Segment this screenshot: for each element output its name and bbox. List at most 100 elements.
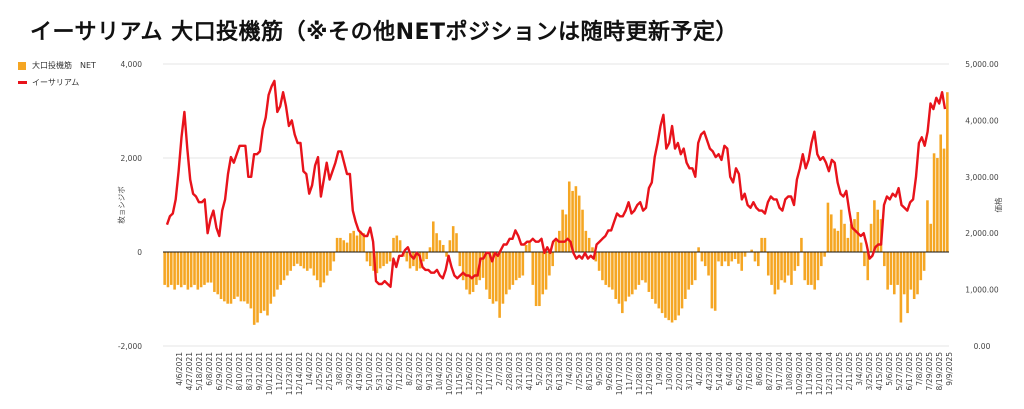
net-bar <box>839 209 843 252</box>
x-tick-label: 10/4/2022 <box>435 352 444 391</box>
net-bar <box>803 252 807 281</box>
net-bar <box>786 252 790 276</box>
x-tick-label: 12/27/2022 <box>475 352 484 395</box>
x-tick-label: 10/12/2021 <box>265 352 274 395</box>
net-bar <box>621 252 624 314</box>
x-tick-label: 9/13/2022 <box>425 352 434 391</box>
x-tick-label: 12/10/2024 <box>815 352 824 395</box>
net-bar <box>766 252 770 276</box>
net-bar <box>892 252 896 295</box>
x-tick-label: 2/11/2025 <box>845 352 854 391</box>
x-tick-label: 7/4/2023 <box>565 352 574 386</box>
legend-item-bar: 大口投機筋 NET <box>18 57 96 74</box>
net-bar <box>169 252 173 285</box>
net-bar <box>690 252 694 285</box>
net-bar <box>239 252 243 302</box>
net-bar <box>189 252 193 288</box>
net-bar <box>637 252 641 285</box>
net-bar <box>737 252 740 264</box>
x-tick-label: 4/2/2024 <box>695 352 704 386</box>
net-bar <box>242 252 246 302</box>
net-bar <box>425 252 428 260</box>
net-bar <box>657 252 661 309</box>
x-tick-label: 8/6/2024 <box>755 352 764 386</box>
net-bar <box>458 252 462 267</box>
net-bar <box>886 252 889 290</box>
x-tick-label: 3/12/2024 <box>685 352 694 391</box>
net-bar <box>727 252 730 267</box>
net-bar <box>836 230 840 252</box>
net-bar <box>299 252 302 267</box>
net-position-bars <box>163 92 949 325</box>
x-tick-label: 9/21/2021 <box>255 352 264 391</box>
net-bar <box>926 200 929 252</box>
net-bar <box>355 235 359 252</box>
net-bar <box>365 252 369 262</box>
net-bar <box>405 252 409 262</box>
x-tick-label: 6/8/2021 <box>205 352 214 386</box>
net-bar <box>216 252 220 295</box>
net-bar <box>203 252 206 285</box>
net-bar <box>415 252 419 271</box>
net-bar <box>339 237 342 252</box>
net-bar <box>793 252 797 271</box>
net-bar <box>577 195 581 252</box>
net-bar <box>488 252 491 299</box>
x-tick-label: 4/27/2021 <box>185 352 194 391</box>
net-bar <box>677 252 681 316</box>
x-tick-label: 9/5/2023 <box>595 352 604 386</box>
net-bar <box>607 252 611 288</box>
net-bar <box>252 252 256 325</box>
net-bar <box>435 233 438 252</box>
net-bar <box>186 252 190 290</box>
right-tick-label: 3,000.00 <box>965 173 999 182</box>
net-bar <box>846 237 850 252</box>
net-bar <box>233 252 236 299</box>
net-bar <box>614 252 617 299</box>
x-tick-label: 2/20/2024 <box>675 352 684 391</box>
net-bar <box>776 252 780 290</box>
net-bar <box>501 252 505 304</box>
net-bar <box>896 252 899 285</box>
net-bar <box>534 252 538 307</box>
net-bar <box>567 181 571 252</box>
x-tick-label: 10/8/2024 <box>785 352 794 391</box>
net-bar <box>375 252 379 274</box>
net-bar <box>286 252 289 276</box>
net-bar <box>179 252 183 288</box>
net-bar <box>342 240 346 252</box>
net-bar <box>909 252 913 290</box>
x-tick-label: 2/28/2023 <box>505 352 514 391</box>
net-bar <box>591 247 594 252</box>
right-tick-label: 5,000.00 <box>965 60 999 69</box>
net-bar <box>518 252 521 278</box>
net-bar <box>703 252 707 267</box>
x-tick-label: 5/10/2022 <box>365 352 374 391</box>
x-tick-label: 8/31/2021 <box>245 352 254 391</box>
left-axis-ticks: 4,000 2,000 0 -2,000 <box>118 60 142 351</box>
net-bar <box>382 252 385 267</box>
net-bar <box>770 252 773 285</box>
net-bar <box>743 252 747 257</box>
left-tick-label: 0 <box>137 248 142 257</box>
net-bar <box>219 252 223 299</box>
net-bar <box>332 252 336 262</box>
net-bar <box>256 252 259 323</box>
net-bar <box>873 200 876 252</box>
net-bar <box>508 252 511 290</box>
net-bar <box>236 252 239 297</box>
net-bar <box>650 252 654 299</box>
left-tick-label: 4,000 <box>121 60 143 69</box>
x-tick-label: 7/25/2023 <box>575 352 584 391</box>
x-tick-label: 11/28/2023 <box>635 352 644 395</box>
x-tick-label: 4/11/2023 <box>525 352 534 391</box>
net-bar <box>627 252 631 297</box>
net-bar <box>713 252 717 311</box>
net-bar <box>196 252 200 290</box>
net-bar <box>829 214 833 252</box>
right-tick-label: 0.00 <box>974 342 991 351</box>
net-bar <box>551 252 554 267</box>
net-bar <box>859 242 863 252</box>
net-bar <box>345 242 349 252</box>
net-bar <box>531 252 535 285</box>
